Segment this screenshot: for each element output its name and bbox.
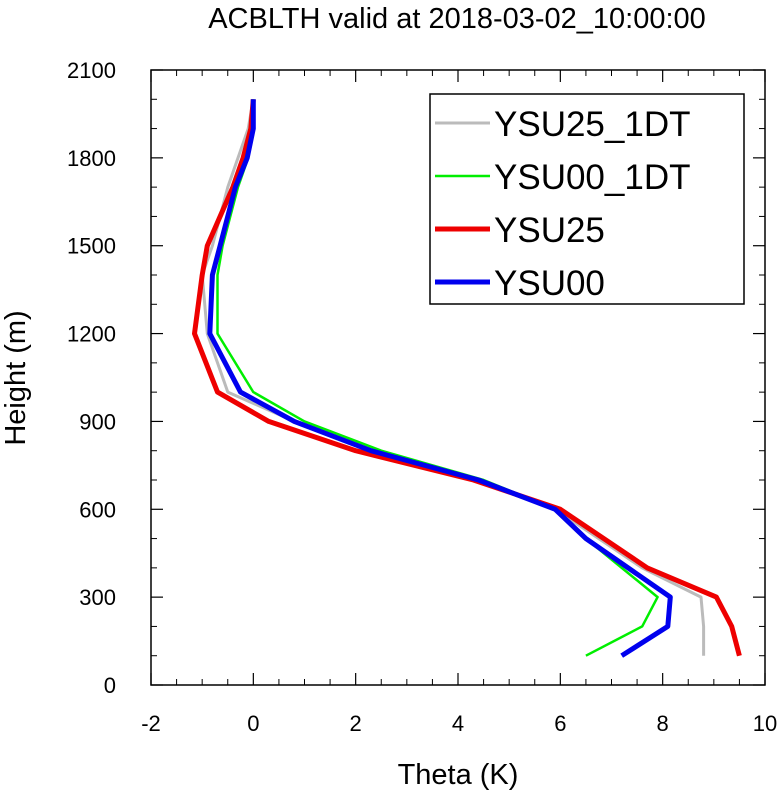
legend-label: YSU00_1DT [494, 158, 690, 197]
x-tick-label: 6 [554, 711, 566, 736]
x-tick-label: 4 [452, 711, 464, 736]
y-axis-label: Height (m) [0, 310, 32, 445]
series-line-ysu00 [207, 99, 673, 658]
x-tick-label: 8 [657, 711, 669, 736]
y-tick-label: 2100 [67, 58, 116, 83]
series-line-ysu25 [192, 99, 742, 657]
y-tick-label: 1500 [67, 234, 116, 259]
series-line-ysu25-1dt [200, 99, 706, 656]
x-axis-label: Theta (K) [398, 759, 519, 791]
y-tick-label: 0 [104, 673, 116, 698]
x-tick-label: 10 [753, 711, 777, 736]
plot-frame [150, 69, 766, 686]
legend: YSU25_1DT YSU00_1DT YSU25 YSU00 [429, 93, 745, 305]
x-tick-label: 2 [350, 711, 362, 736]
series-lines [192, 99, 742, 658]
y-tick-label: 900 [79, 409, 116, 434]
x-tick-label: 0 [247, 711, 259, 736]
y-tick-label: 1800 [67, 146, 116, 171]
legend-label: YSU25_1DT [494, 105, 690, 144]
y-tick-label: 300 [79, 585, 116, 610]
y-tick-label: 600 [79, 497, 116, 522]
x-tick-label: -2 [141, 711, 161, 736]
y-tick-label: 1200 [67, 322, 116, 347]
legend-box [429, 93, 745, 305]
axis-ticks: -2 0 2 4 6 8 10 0 300 600 900 1200 1500 1800 2100 [67, 58, 777, 736]
chart-title: ACBLTH valid at 2018-03-02_10:00:00 [208, 3, 706, 35]
legend-label: YSU25 [494, 211, 605, 250]
legend-label: YSU00 [494, 264, 605, 303]
